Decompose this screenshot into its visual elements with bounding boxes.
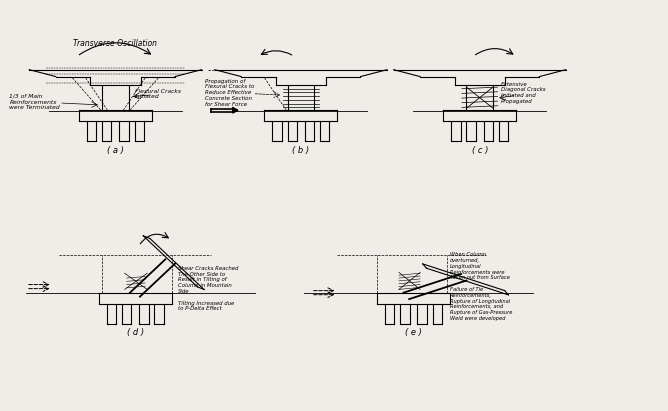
Text: ( b ): ( b ): [293, 146, 309, 155]
Text: ( c ): ( c ): [472, 146, 488, 155]
Text: Flexural Cracks
Initiated: Flexural Cracks Initiated: [135, 89, 181, 99]
Text: ( e ): ( e ): [405, 328, 422, 337]
Polygon shape: [232, 107, 238, 113]
Text: Propagation of
Flexural Cracks to
Reduce Effective
Concrete Section
for Shear Fo: Propagation of Flexural Cracks to Reduce…: [205, 79, 255, 107]
Text: ( a ): ( a ): [107, 146, 124, 155]
Text: Extensive
Diagonal Cracks
Initiated and
Propagated: Extensive Diagonal Cracks Initiated and …: [501, 82, 546, 104]
Text: When Column
overturned,
Longitudinal
Reinforcements were
Taken out from Surface
: When Column overturned, Longitudinal Rei…: [450, 252, 512, 321]
Text: Transverse Oscillation: Transverse Oscillation: [73, 39, 158, 48]
Text: Shear Cracks Reached
The Other Side to
Result in Tilting of
Column in Mountain
S: Shear Cracks Reached The Other Side to R…: [178, 266, 238, 312]
Text: ( d ): ( d ): [127, 328, 144, 337]
Text: 1/3 of Main
Reinforcements
were Terminated: 1/3 of Main Reinforcements were Terminat…: [9, 94, 60, 111]
